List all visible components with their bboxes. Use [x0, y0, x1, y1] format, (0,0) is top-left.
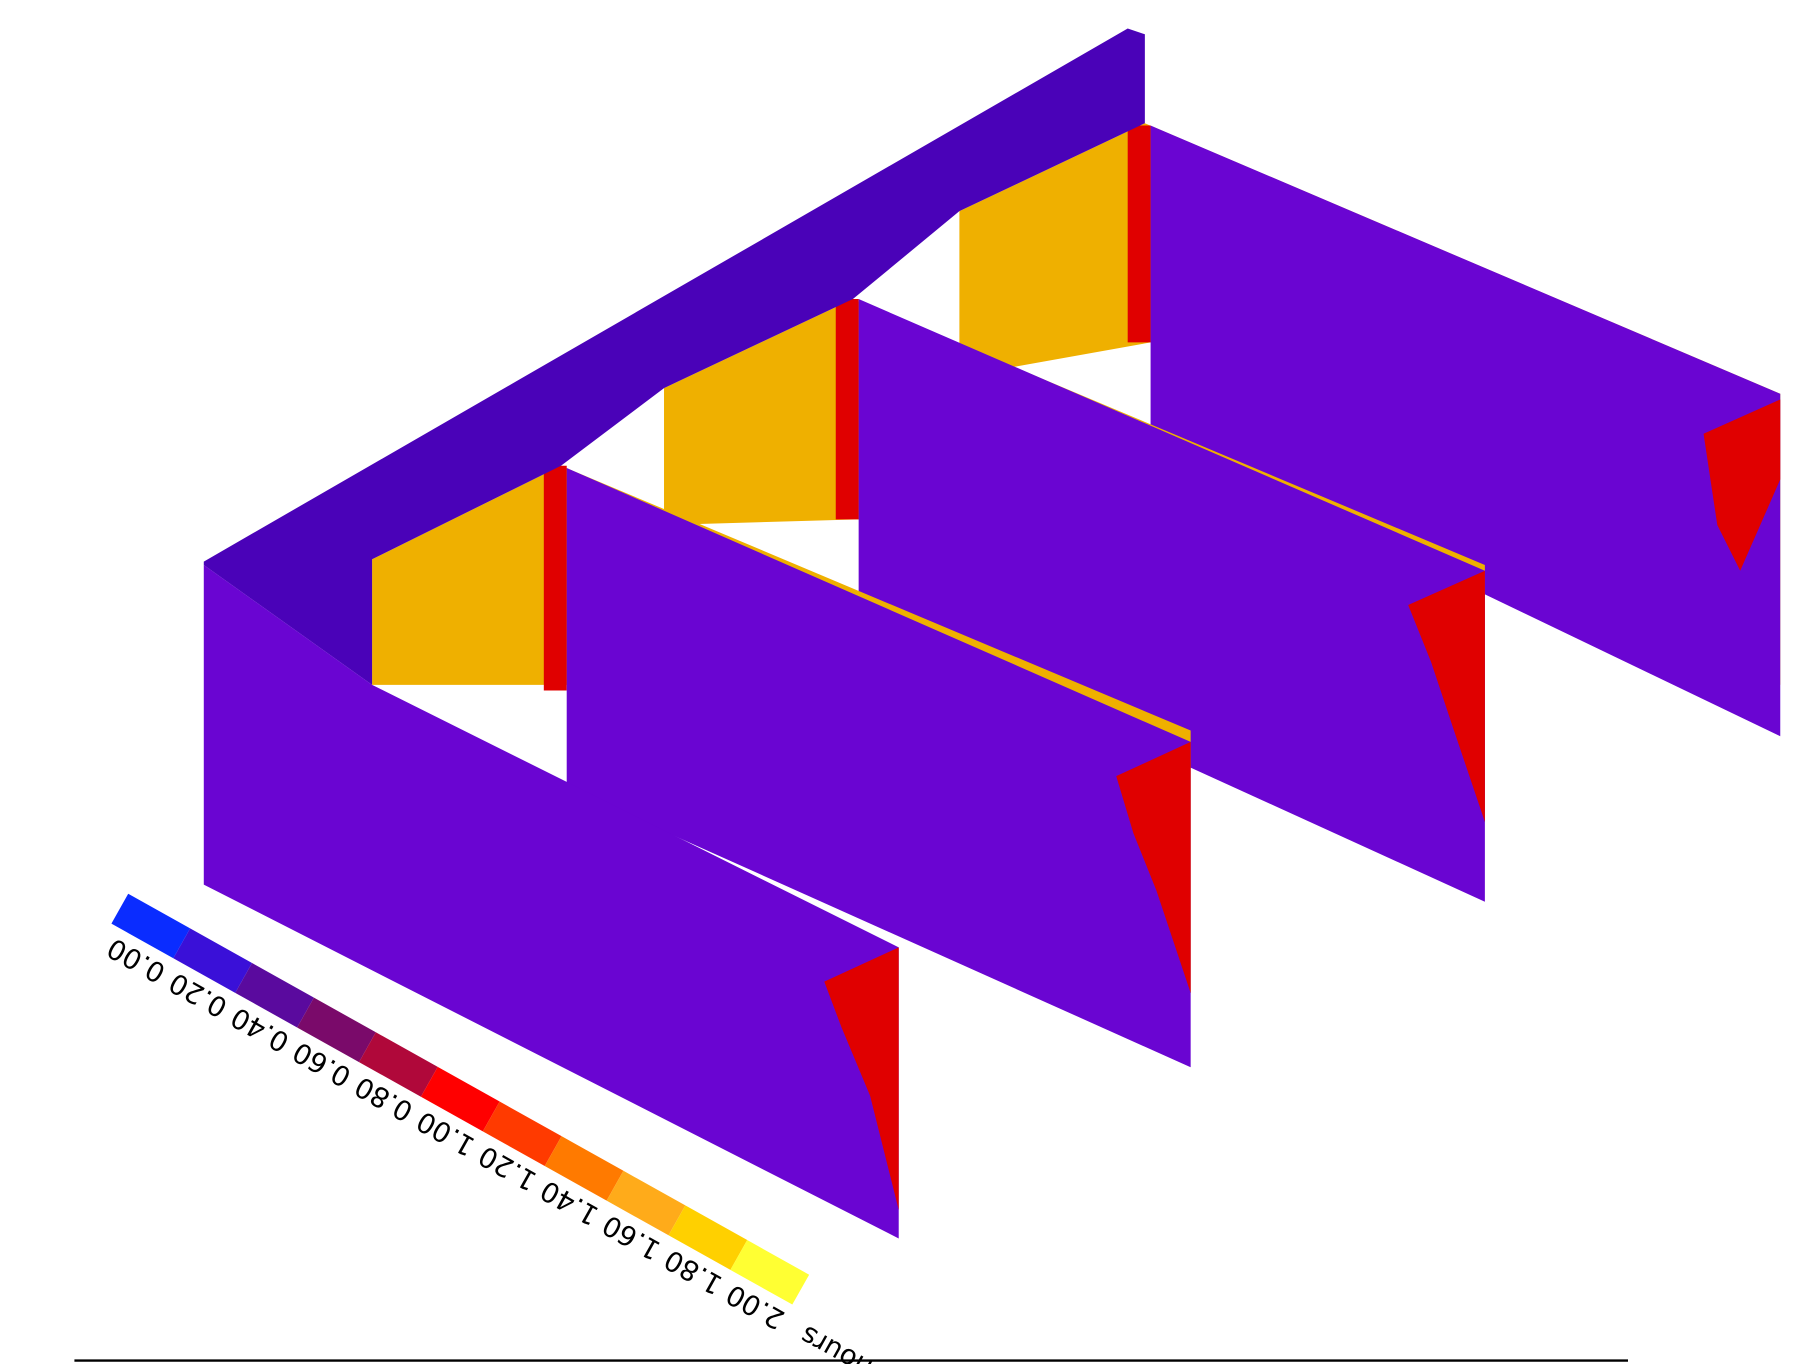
hot-band — [1116, 741, 1191, 994]
hot-band — [543, 465, 567, 691]
hot-band — [835, 299, 859, 520]
wall — [858, 299, 1485, 902]
color-swatch — [359, 1032, 438, 1097]
model — [203, 28, 1781, 1239]
unit-label: hours — [795, 1319, 878, 1364]
wall — [1150, 125, 1781, 737]
color-swatch — [420, 1066, 500, 1132]
color-swatch — [730, 1240, 810, 1305]
color-swatch — [606, 1170, 686, 1236]
color-swatch — [235, 962, 314, 1028]
color-swatch — [544, 1136, 624, 1201]
wall — [203, 565, 899, 1239]
color-swatch — [297, 997, 376, 1063]
hot-band — [1408, 570, 1485, 822]
color-swatch — [173, 928, 253, 993]
wall — [566, 467, 1191, 1068]
color-swatch — [111, 893, 191, 959]
hot-band — [1703, 399, 1781, 571]
hot-band — [824, 947, 899, 1210]
color-swatch — [668, 1205, 748, 1270]
hot-band — [1127, 125, 1151, 343]
color-swatch — [482, 1101, 562, 1167]
top-face — [203, 28, 1145, 685]
